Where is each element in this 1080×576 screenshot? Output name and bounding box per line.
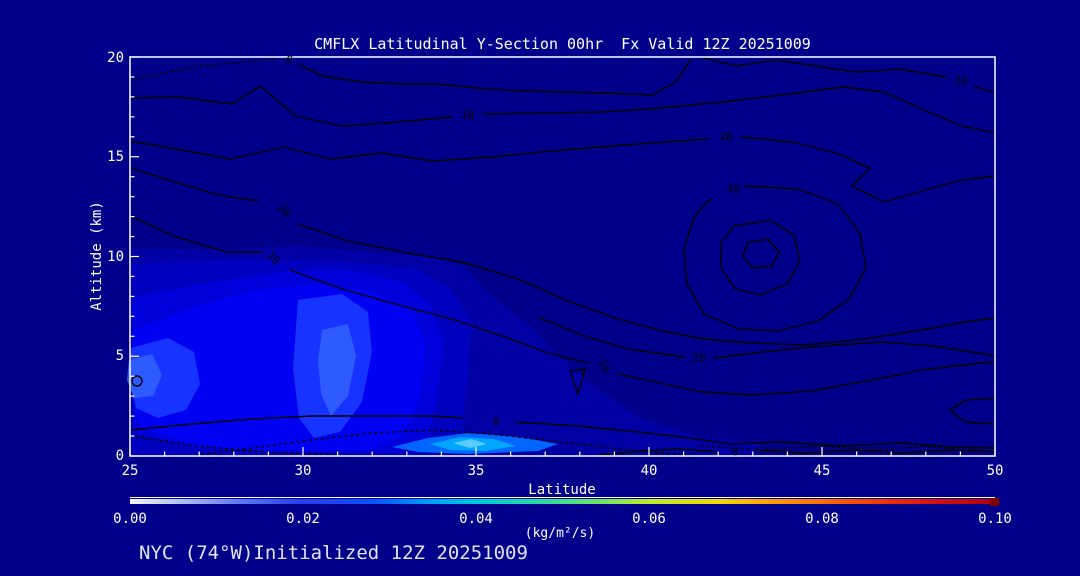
colorbar-tick-label: 0.08	[805, 511, 839, 527]
page-title: CMFLX Latitudinal Y-Section 00hr Fx Vali…	[314, 35, 811, 53]
x-tick-label: 25	[121, 463, 139, 479]
colorbar-tick-label: 0.00	[113, 511, 147, 527]
x-tick-label: 30	[294, 463, 312, 479]
colorbar-end-cap	[990, 498, 999, 506]
x-tick-label: 45	[813, 463, 831, 479]
contour-label: 10	[460, 107, 476, 123]
contour-label: 20	[691, 351, 707, 365]
plot-frame	[129, 56, 996, 457]
colorbar-tick-label: 0.02	[286, 511, 320, 527]
y-tick-label: 20	[107, 50, 124, 66]
contour-label: 0	[731, 445, 739, 459]
contour-label: 0	[492, 415, 500, 429]
x-tick-label: 35	[467, 463, 485, 479]
colorbar-tick-label: 0.10	[978, 511, 1012, 527]
colorbar-tick-label: 0.06	[632, 511, 666, 527]
x-tick-label: 50	[986, 463, 1004, 479]
colorbar-axis-line	[130, 497, 995, 498]
colorbar-gradient	[130, 499, 990, 504]
colorbar-units-label: (kg/m²/s)	[524, 526, 596, 541]
x-tick-label: 40	[640, 463, 658, 479]
contour-lines	[129, 56, 996, 456]
colorbar-tick-label: 0.04	[459, 511, 493, 527]
contour-label: 30	[725, 181, 741, 197]
y-tick-label: 5	[115, 348, 124, 364]
contour-label: 10	[953, 73, 969, 89]
y-tick-label: 10	[107, 249, 124, 265]
y-tick-label: 0	[115, 448, 124, 464]
x-axis-label: Latitude	[528, 482, 596, 498]
y-tick-label: 15	[107, 149, 124, 165]
run-info-text: NYC (74°W)Initialized 12Z 20251009	[139, 542, 528, 564]
contour-label: 20	[718, 129, 734, 145]
filled-contours	[127, 246, 758, 456]
